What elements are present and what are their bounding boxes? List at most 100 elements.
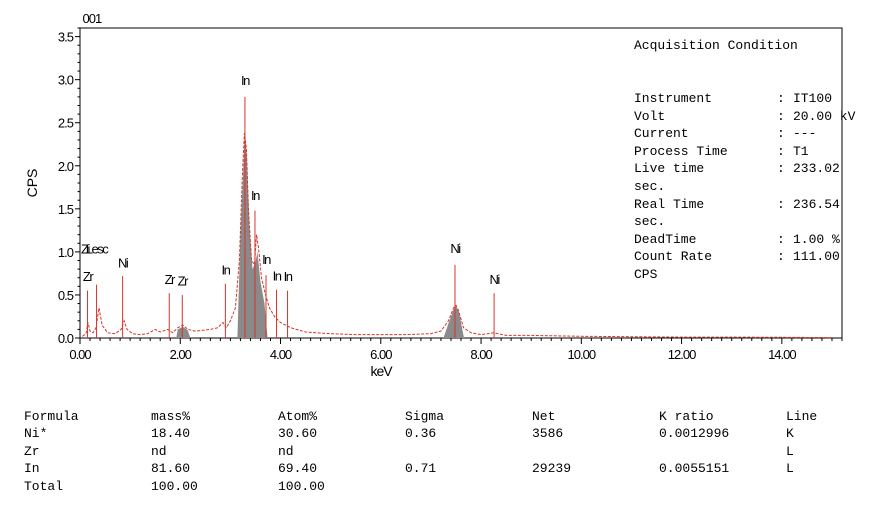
filled-peak-area	[176, 326, 191, 338]
results-cell: 18.40	[151, 426, 191, 442]
x-tick-label: 6.00	[370, 347, 392, 362]
chart-title: 001	[83, 11, 102, 26]
peak-label: In	[273, 268, 282, 283]
plot-frame	[79, 27, 843, 339]
x-tick-label: 0.00	[69, 347, 91, 362]
results-header-cell: Sigma	[405, 409, 445, 424]
peak-label: Zr	[83, 269, 94, 284]
results-header-cell: mass%	[151, 409, 191, 424]
acquisition-value: ---	[793, 126, 817, 142]
results-cell: In	[24, 461, 40, 477]
x-tick-label: 8.00	[470, 347, 492, 362]
results-cell: Ni*	[24, 426, 48, 442]
results-cell: 0.0012996	[659, 426, 730, 442]
results-cell: L	[786, 443, 794, 459]
peak-label: In	[284, 269, 293, 284]
peak-label: Zr	[165, 272, 176, 287]
peak-label: Zr	[178, 273, 189, 288]
acquisition-row: sec.	[634, 213, 665, 231]
results-header-cell: Net	[532, 409, 556, 424]
acquisition-row: Count Rate:111.00	[634, 248, 840, 266]
filled-peak-area	[237, 133, 268, 338]
acquisition-key: sec.	[634, 178, 666, 194]
acquisition-colon: :	[777, 249, 785, 265]
acquisition-colon: :	[777, 108, 785, 124]
peak-label: In	[251, 188, 260, 203]
acquisition-value: T1	[793, 143, 809, 159]
results-cell: Zr	[24, 443, 40, 459]
acquisition-value: 233.02	[793, 161, 840, 177]
peak-label: Ni	[489, 272, 500, 287]
acquisition-key: Live time	[634, 161, 705, 177]
results-cell: nd	[151, 443, 167, 459]
peak-label: Ni	[450, 241, 461, 256]
y-tick-label: 0.0	[58, 331, 74, 346]
y-tick-label: 3.5	[58, 30, 74, 45]
results-cell: 81.60	[151, 461, 191, 477]
results-cell: 3586	[532, 426, 564, 442]
acquisition-colon: :	[777, 90, 785, 106]
results-cell: 69.40	[278, 461, 318, 477]
eds-spectrum-chart: 0.0 0.5 1.0 1.5 2.0 2.5 3.0 3.5 0.00 2.00 4.00 6.00…	[24, 11, 843, 379]
y-tick-label: 0.5	[58, 288, 74, 303]
acquisition-key: sec.	[634, 214, 666, 230]
filled-peak-area	[443, 306, 465, 338]
peak-label: Ni	[118, 255, 129, 270]
x-tick-label: 12.00	[668, 347, 696, 362]
results-cell: 0.71	[405, 461, 437, 477]
acquisition-key: CPS	[634, 266, 658, 282]
acquisition-key: Instrument	[634, 90, 713, 106]
acquisition-row: Instrument: IT100	[634, 90, 832, 108]
results-cell: 0.0055151	[659, 461, 730, 477]
acquisition-colon: :	[777, 143, 785, 159]
acquisition-row: Current: ---	[634, 125, 816, 143]
acquisition-key: DeadTime	[634, 231, 697, 247]
results-cell: 100.00	[151, 478, 198, 494]
acquisition-value: 236.54	[793, 196, 840, 212]
acquisition-row: DeadTime:1.00 %	[634, 231, 840, 249]
y-tick-label: 1.5	[58, 202, 74, 217]
results-cell: 0.36	[405, 426, 437, 442]
acquisition-condition-panel: Acquisition Condition Instrument: IT100 Vo…	[634, 2, 855, 301]
results-cell: 30.60	[278, 426, 318, 442]
x-axis-label: keV	[370, 363, 393, 379]
peak-label: In	[241, 73, 250, 88]
acquisition-value: 1.00 %	[793, 231, 840, 247]
acquisition-key: Current	[634, 126, 689, 142]
acquisition-value: 20.00 kV	[793, 108, 856, 124]
acquisition-row: Real Time:236.54	[634, 196, 840, 214]
results-cell: K	[786, 426, 794, 442]
results-header-cell: Line	[786, 409, 818, 424]
acquisition-key: Real Time	[634, 196, 705, 212]
results-header-cell: K ratio	[659, 409, 714, 424]
acquisition-row: sec.	[634, 178, 665, 196]
y-tick-label: 3.0	[58, 73, 74, 88]
acquisition-row: Process Time: T1	[634, 143, 809, 161]
x-tick-label: 2.00	[170, 347, 192, 362]
y-tick-label: 1.0	[58, 245, 74, 260]
plot-area: 0.0 0.5 1.0 1.5 2.0 2.5 3.0 3.5 0.00 2.00 4.00 6.00…	[24, 11, 843, 379]
acquisition-heading: Acquisition Condition	[634, 38, 798, 54]
results-cell: L	[786, 461, 794, 477]
acquisition-value: 111.00	[793, 249, 840, 265]
acquisition-row: Live time:233.02	[634, 160, 840, 178]
acquisition-key: Volt	[634, 108, 666, 124]
acquisition-colon: :	[777, 161, 785, 177]
acquisition-colon: :	[777, 126, 785, 142]
acquisition-row: CPS	[634, 266, 657, 284]
x-tick-label: 14.00	[768, 347, 796, 362]
spectrum-line	[82, 133, 833, 339]
acquisition-key: Count Rate	[634, 249, 713, 265]
results-cell: nd	[278, 443, 294, 459]
acquisition-row: Volt:20.00 kV	[634, 108, 855, 126]
peak-label: In	[262, 252, 271, 267]
results-header-cell: Atom%	[278, 409, 318, 424]
y-tick-label: 2.0	[58, 159, 74, 174]
peak-label: In	[221, 262, 230, 277]
acquisition-value: IT100	[793, 90, 833, 106]
peak-label: Zi	[81, 242, 90, 257]
results-cell: 100.00	[278, 478, 325, 494]
results-cell: Total	[24, 478, 64, 494]
x-tick-label: 4.00	[270, 347, 292, 362]
acquisition-colon: :	[777, 231, 785, 247]
